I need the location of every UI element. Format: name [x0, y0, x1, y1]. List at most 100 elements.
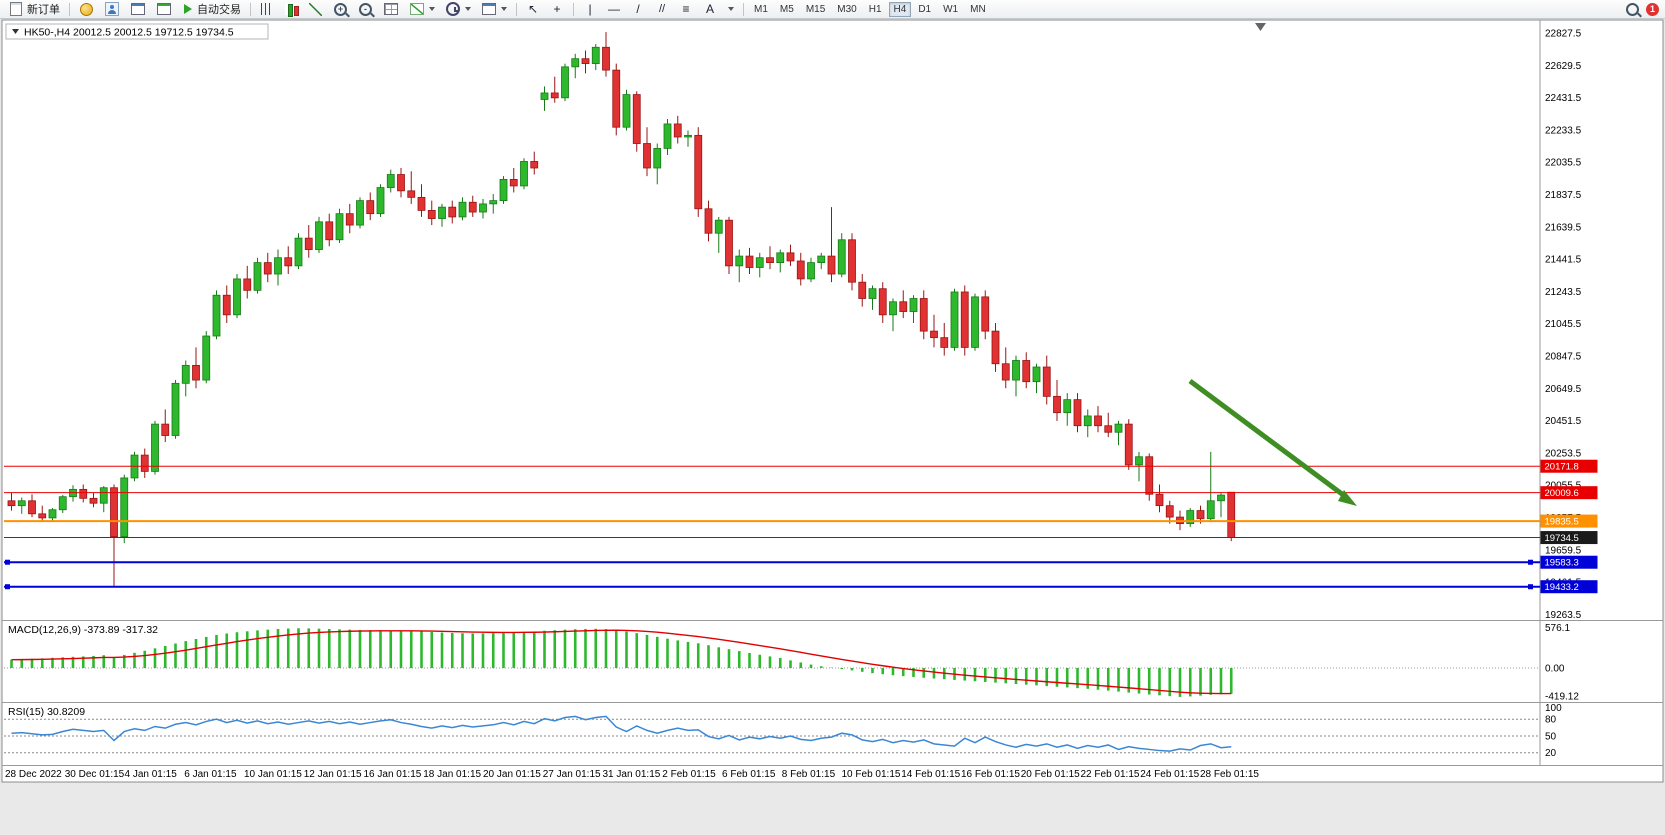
shapes-tool-button[interactable]: [723, 0, 738, 19]
terminal-button[interactable]: [152, 0, 176, 19]
svg-text:20 Feb 01:15: 20 Feb 01:15: [1021, 769, 1080, 780]
price-lines[interactable]: 20171.8 20009.6 19835.5 19734.5 19583.3 19433…: [4, 459, 1598, 594]
svg-text:19659.5: 19659.5: [1545, 545, 1582, 556]
new-order-button[interactable]: 新订单: [4, 0, 64, 19]
svg-text:100: 100: [1545, 703, 1562, 714]
periods-button[interactable]: [441, 0, 475, 19]
price-tag: [1540, 580, 1598, 594]
svg-text:16 Jan 01:15: 16 Jan 01:15: [364, 769, 422, 780]
bar-chart-button[interactable]: [256, 0, 278, 19]
candles: [7, 32, 1236, 588]
svg-text:6 Jan 01:15: 6 Jan 01:15: [184, 769, 237, 780]
zoom-out-button[interactable]: -: [354, 0, 377, 19]
zoom-out-icon: -: [359, 2, 372, 16]
svg-text:20171.8: 20171.8: [1545, 462, 1579, 473]
timeframe-button-m15[interactable]: M15: [805, 3, 826, 15]
indicators-button[interactable]: [405, 0, 439, 19]
svg-text:10 Jan 01:15: 10 Jan 01:15: [244, 769, 302, 780]
svg-text:30 Dec 01:15: 30 Dec 01:15: [65, 769, 125, 780]
toolbar-separator: [69, 2, 70, 16]
svg-text:31 Jan 01:15: 31 Jan 01:15: [603, 769, 661, 780]
fibonacci-icon: ≡: [682, 1, 690, 16]
time-axis[interactable]: 28 Dec 2022 30 Dec 01:15 4 Jan 01:15 6 Jan …: [5, 769, 1259, 780]
timeframe-button-m1[interactable]: M1: [754, 3, 768, 15]
vertical-line-tool-button[interactable]: |: [579, 0, 601, 19]
autotrade-button[interactable]: 自动交易: [178, 0, 245, 19]
chart-shift-marker[interactable]: [1255, 23, 1266, 31]
chevron-down-icon: [501, 7, 507, 11]
svg-text:8 Feb 01:15: 8 Feb 01:15: [782, 769, 836, 780]
svg-text:28 Feb 01:15: 28 Feb 01:15: [1200, 769, 1259, 780]
trend-arrow[interactable]: [1188, 378, 1357, 506]
timeframe-button-d1[interactable]: D1: [918, 3, 932, 15]
timeframe-button-m30[interactable]: M30: [837, 3, 857, 15]
horizontal-line-icon: —: [608, 1, 620, 16]
svg-text:576.1: 576.1: [1545, 623, 1570, 634]
timeframe-button-h1[interactable]: H1: [868, 3, 882, 15]
autotrade-play-icon: [184, 4, 192, 14]
line-chart-button[interactable]: [304, 0, 327, 19]
cursor-tool-button[interactable]: ↖: [522, 0, 544, 19]
svg-text:-419.12: -419.12: [1545, 692, 1579, 703]
line-chart-icon: [309, 2, 322, 16]
timeframe-button-m5[interactable]: M5: [779, 3, 794, 15]
svg-text:22629.5: 22629.5: [1545, 61, 1582, 72]
svg-text:10 Feb 01:15: 10 Feb 01:15: [842, 769, 901, 780]
fibonacci-tool-button[interactable]: ≡: [675, 0, 697, 19]
trendline-icon: /: [636, 1, 640, 16]
chevron-down-icon: [465, 7, 471, 11]
tile-windows-button[interactable]: [379, 0, 403, 19]
chevron-down-icon: [728, 7, 734, 11]
svg-text:20649.5: 20649.5: [1545, 384, 1582, 395]
svg-text:16 Feb 01:15: 16 Feb 01:15: [961, 769, 1020, 780]
svg-text:20451.5: 20451.5: [1545, 416, 1582, 427]
channel-tool-button[interactable]: //: [651, 0, 673, 19]
zoom-in-button[interactable]: +: [329, 0, 352, 19]
cursor-icon: ↖: [527, 1, 539, 16]
svg-text:18 Jan 01:15: 18 Jan 01:15: [423, 769, 481, 780]
templates-button[interactable]: [477, 0, 511, 19]
search-icon[interactable]: [1626, 2, 1639, 16]
svg-text:6 Feb 01:15: 6 Feb 01:15: [722, 769, 776, 780]
price-tag: [1540, 459, 1598, 473]
symbols-button[interactable]: [75, 0, 98, 19]
crosshair-tool-button[interactable]: +: [546, 0, 568, 19]
svg-text:21837.5: 21837.5: [1545, 190, 1582, 201]
timeframe-button-h4[interactable]: H4: [888, 1, 912, 17]
text-tool-button[interactable]: A: [699, 0, 721, 19]
templates-icon: [482, 3, 496, 15]
svg-text:12 Jan 01:15: 12 Jan 01:15: [304, 769, 362, 780]
trendline-tool-button[interactable]: /: [627, 0, 649, 19]
channel-icon: //: [658, 2, 666, 15]
main-toolbar: 新订单 自动交易 + - ↖ + | — / // ≡ A M1 M5 M15 …: [0, 0, 1665, 19]
chevron-down-icon: [429, 7, 435, 11]
notification-badge[interactable]: 1: [1646, 2, 1659, 16]
candlestick-chart-button[interactable]: [280, 0, 302, 19]
horizontal-line-tool-button[interactable]: —: [603, 0, 625, 19]
bar-chart-icon: [261, 3, 273, 15]
price-tag: [1540, 531, 1598, 545]
svg-text:20009.6: 20009.6: [1545, 488, 1579, 499]
one-click-trading-toggle[interactable]: [12, 29, 19, 34]
svg-text:22827.5: 22827.5: [1545, 29, 1582, 40]
svg-text:21639.5: 21639.5: [1545, 222, 1582, 233]
timeframe-button-w1[interactable]: W1: [943, 3, 959, 15]
macd-pane: MACD(12,26,9) -373.89 -317.32 576.1 0.00 -4…: [4, 623, 1579, 703]
svg-text:2 Feb 01:15: 2 Feb 01:15: [662, 769, 716, 780]
profile-button[interactable]: [100, 0, 124, 19]
rsi-line: [11, 715, 1232, 752]
svg-text:22035.5: 22035.5: [1545, 158, 1582, 169]
svg-text:19263.5: 19263.5: [1545, 610, 1582, 621]
timeframe-button-mn[interactable]: MN: [970, 3, 986, 15]
svg-text:4 Jan 01:15: 4 Jan 01:15: [125, 769, 178, 780]
new-order-label: 新订单: [27, 4, 60, 16]
tile-windows-icon: [384, 3, 398, 15]
price-tag: [1540, 514, 1598, 528]
svg-text:HK50-,H4 20012.5 20012.5 1971: HK50-,H4 20012.5 20012.5 19712.5 19734.5: [24, 27, 234, 39]
market-watch-button[interactable]: [126, 0, 150, 19]
svg-text:0.00: 0.00: [1545, 664, 1565, 675]
zoom-in-icon: +: [334, 2, 347, 16]
toolbar-separator: [573, 2, 574, 16]
